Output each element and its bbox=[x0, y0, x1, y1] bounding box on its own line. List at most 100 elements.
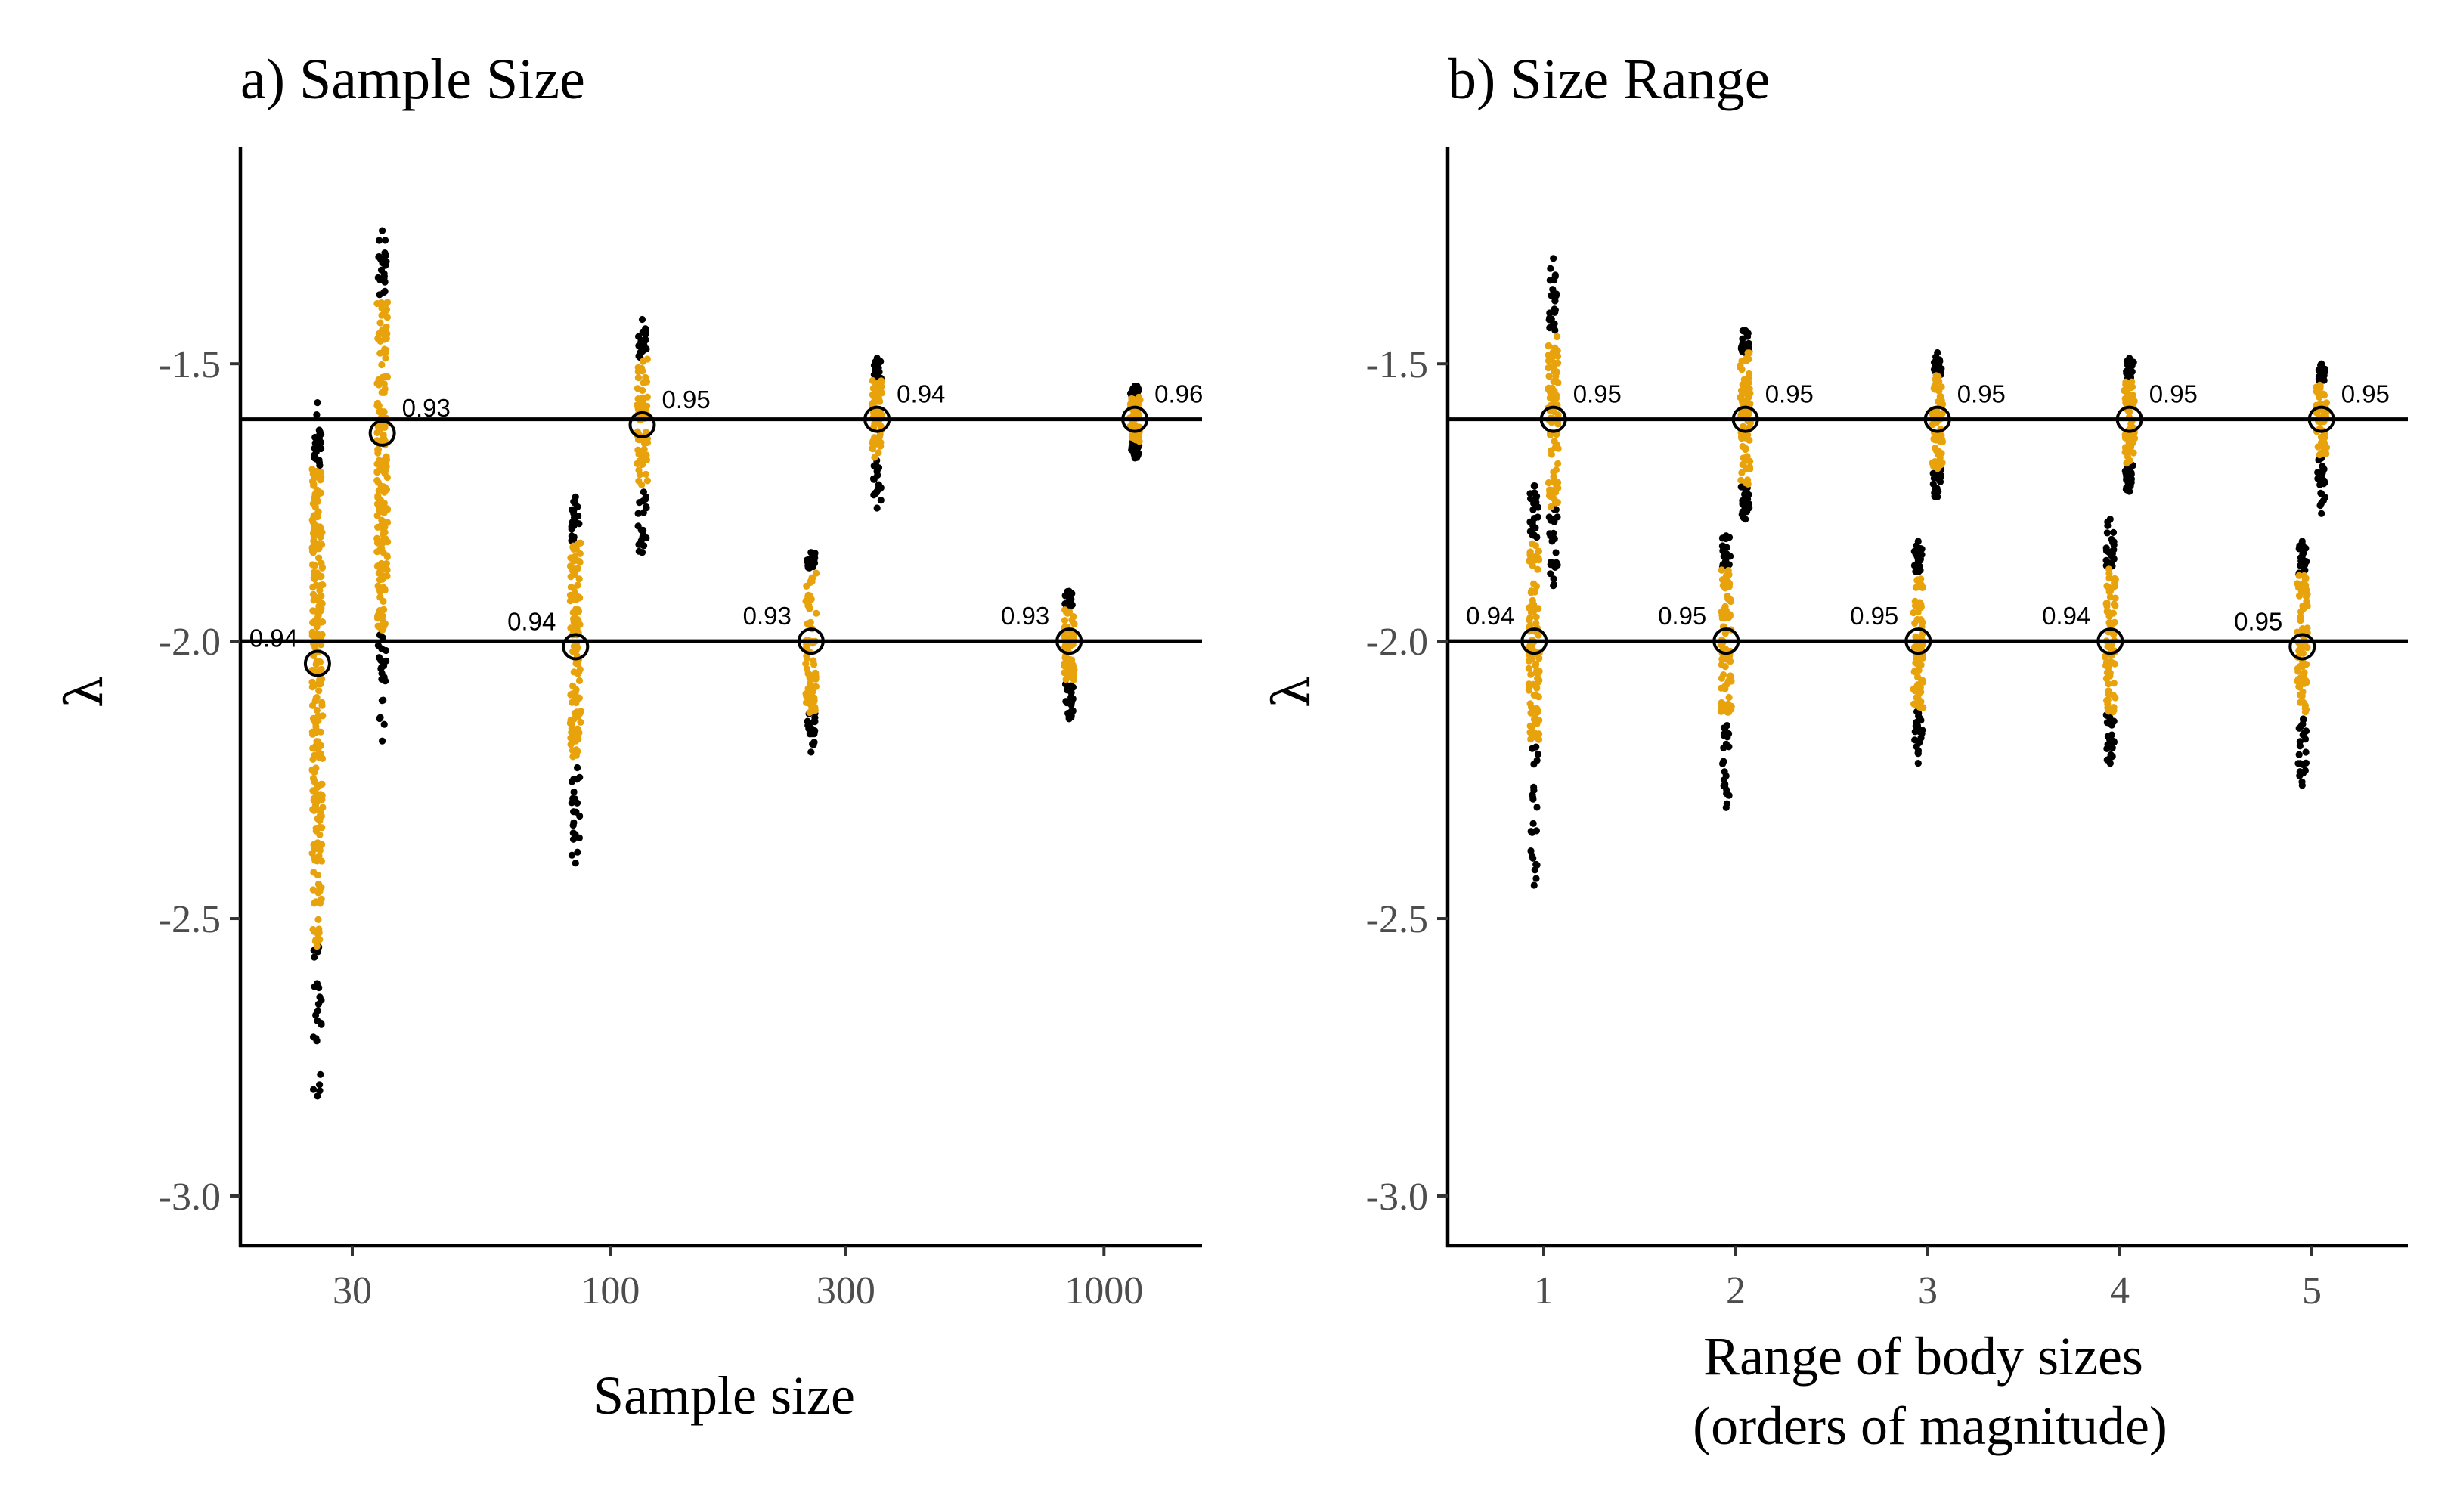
panel-a-inside-point bbox=[572, 609, 579, 616]
panel-a-coverage-label-2: 0.94 bbox=[507, 607, 556, 635]
panel-a-outside-point bbox=[638, 549, 646, 556]
panel-b-outside-point bbox=[1551, 327, 1559, 334]
panel-a-inside-point bbox=[869, 438, 877, 445]
panel-b-outside-point bbox=[1724, 733, 1731, 741]
panel-b-outside-point bbox=[1530, 761, 1538, 768]
panel-b-outside-point bbox=[1532, 499, 1540, 507]
panel-a-inside-point bbox=[311, 682, 318, 689]
panel-a-inside-point bbox=[575, 575, 583, 583]
panel-b-outside-point bbox=[1532, 860, 1540, 868]
panel-b-point-cluster-5 bbox=[1929, 349, 1947, 500]
panel-a-outside-point bbox=[382, 237, 389, 244]
panel-b-inside-point bbox=[1545, 342, 1553, 350]
panel-a-inside-point bbox=[567, 584, 575, 591]
panel-a-outside-point bbox=[380, 272, 388, 280]
panel-b-inside-point bbox=[1545, 479, 1552, 487]
panel-a-outside-point bbox=[634, 510, 642, 517]
panel-b-inside-point bbox=[2122, 380, 2130, 389]
panel-a-outside-point bbox=[314, 399, 321, 407]
panel-a-inside-point bbox=[374, 622, 382, 630]
panel-a-inside-point bbox=[569, 747, 577, 754]
panel-a-inside-point bbox=[314, 839, 321, 847]
panel-a-inside-point bbox=[317, 573, 324, 581]
panel-b-inside-point bbox=[2321, 449, 2328, 457]
panel-b-estimate-marker-8 bbox=[2288, 633, 2316, 661]
panel-a-inside-point bbox=[1070, 613, 1077, 621]
panel-a-inside-point bbox=[318, 563, 326, 572]
panel-b-inside-point bbox=[1934, 464, 1942, 472]
panel-b-outside-point bbox=[2298, 782, 2306, 789]
panel-a-outside-point bbox=[1065, 587, 1073, 595]
panel-b-inside-point bbox=[2130, 398, 2138, 405]
panel-b-inside-point bbox=[2103, 582, 2111, 590]
panel-b-outside-point bbox=[2314, 475, 2322, 482]
panel-a-inside-point bbox=[380, 597, 387, 606]
panel-a-inside-point bbox=[374, 449, 382, 457]
panel-b-point-cluster-8 bbox=[2294, 538, 2311, 789]
panel-b-inside-point bbox=[2104, 643, 2112, 651]
panel-b-inside-point bbox=[1529, 596, 1536, 604]
panel-a-inside-point bbox=[572, 689, 579, 696]
panel-b-inside-point bbox=[1722, 701, 1730, 708]
panel-b-inside-point bbox=[1718, 674, 1725, 682]
panel-b-inside-point bbox=[1526, 614, 1534, 621]
panel-a-outside-point bbox=[635, 541, 643, 548]
panel-size-range: b) Size Range Range of body sizes (order… bbox=[1263, 48, 2408, 1456]
panel-b-outside-point bbox=[2106, 760, 2114, 767]
panel-a-outside-point bbox=[572, 499, 579, 507]
panel-b-outside-point bbox=[1529, 852, 1536, 860]
panel-b-outside-point bbox=[1551, 308, 1559, 316]
panel-a-outside-point bbox=[804, 717, 811, 725]
panel-a-inside-point bbox=[871, 454, 878, 461]
panel-a-coverage-label-3: 0.95 bbox=[662, 386, 710, 414]
panel-a-inside-point bbox=[380, 389, 388, 397]
panel-a-outside-point bbox=[808, 727, 816, 734]
panel-b-coverage-label-9: 0.95 bbox=[2341, 380, 2390, 408]
panel-a-inside-point bbox=[318, 884, 325, 891]
panel-a-title: a) Sample Size bbox=[240, 48, 585, 111]
panel-b-inside-point bbox=[1723, 572, 1730, 579]
panel-b-estimate-marker-3 bbox=[1731, 405, 1759, 433]
panel-a-inside-point bbox=[640, 379, 647, 386]
panel-a-outside-point bbox=[636, 499, 643, 507]
panel-a-y-tick-label: -1.5 bbox=[159, 343, 221, 386]
panel-a-inside-point bbox=[313, 694, 321, 702]
panel-a-outside-point bbox=[317, 438, 324, 447]
panel-b-outside-point bbox=[1549, 286, 1557, 293]
panel-b-inside-point bbox=[1917, 603, 1925, 611]
panel-a-outside-point bbox=[568, 532, 575, 540]
panel-a-inside-point bbox=[1129, 421, 1136, 429]
panel-a-outside-point bbox=[875, 485, 883, 493]
panel-b-outside-point bbox=[1530, 515, 1538, 522]
panel-a-inside-point bbox=[878, 383, 885, 390]
panel-b-inside-point bbox=[1727, 597, 1734, 606]
panel-b-inside-point bbox=[1931, 458, 1938, 466]
panel-b-inside-point bbox=[1937, 393, 1944, 401]
panel-a-inside-point bbox=[572, 566, 581, 574]
panel-b-outside-point bbox=[1550, 575, 1557, 583]
panel-b-outside-point bbox=[1550, 529, 1557, 538]
panel-a-outside-point bbox=[378, 697, 386, 705]
panel-b-inside-point bbox=[1545, 373, 1553, 380]
panel-b-point-cluster-2 bbox=[1717, 532, 1735, 811]
panel-b-inside-point bbox=[1746, 457, 1754, 465]
panel-b-outside-point bbox=[1546, 309, 1554, 317]
panel-b-inside-point bbox=[2125, 408, 2133, 416]
panel-b-outside-point bbox=[2104, 741, 2112, 748]
panel-a-inside-point bbox=[314, 916, 322, 923]
panel-b-inside-point bbox=[1721, 584, 1729, 592]
panel-a-outside-point bbox=[809, 558, 816, 566]
panel-b-outside-point bbox=[1532, 743, 1540, 751]
panel-b-outside-point bbox=[1914, 538, 1922, 545]
panel-b-inside-point bbox=[1554, 445, 1562, 452]
panel-b-outside-point bbox=[2103, 529, 2111, 537]
panel-a-inside-point bbox=[382, 454, 389, 463]
panel-a-inside-point bbox=[635, 466, 643, 474]
panel-b-point-cluster-6 bbox=[2101, 516, 2119, 767]
panel-b-outside-point bbox=[2320, 369, 2328, 376]
panel-b-outside-point bbox=[1550, 255, 1557, 262]
panel-b-inside-point bbox=[1744, 349, 1752, 357]
panel-b-x-tick-label: 1 bbox=[1534, 1269, 1554, 1312]
panel-b-point-cluster-0 bbox=[1525, 482, 1543, 889]
panel-b-outside-point bbox=[1530, 482, 1538, 490]
